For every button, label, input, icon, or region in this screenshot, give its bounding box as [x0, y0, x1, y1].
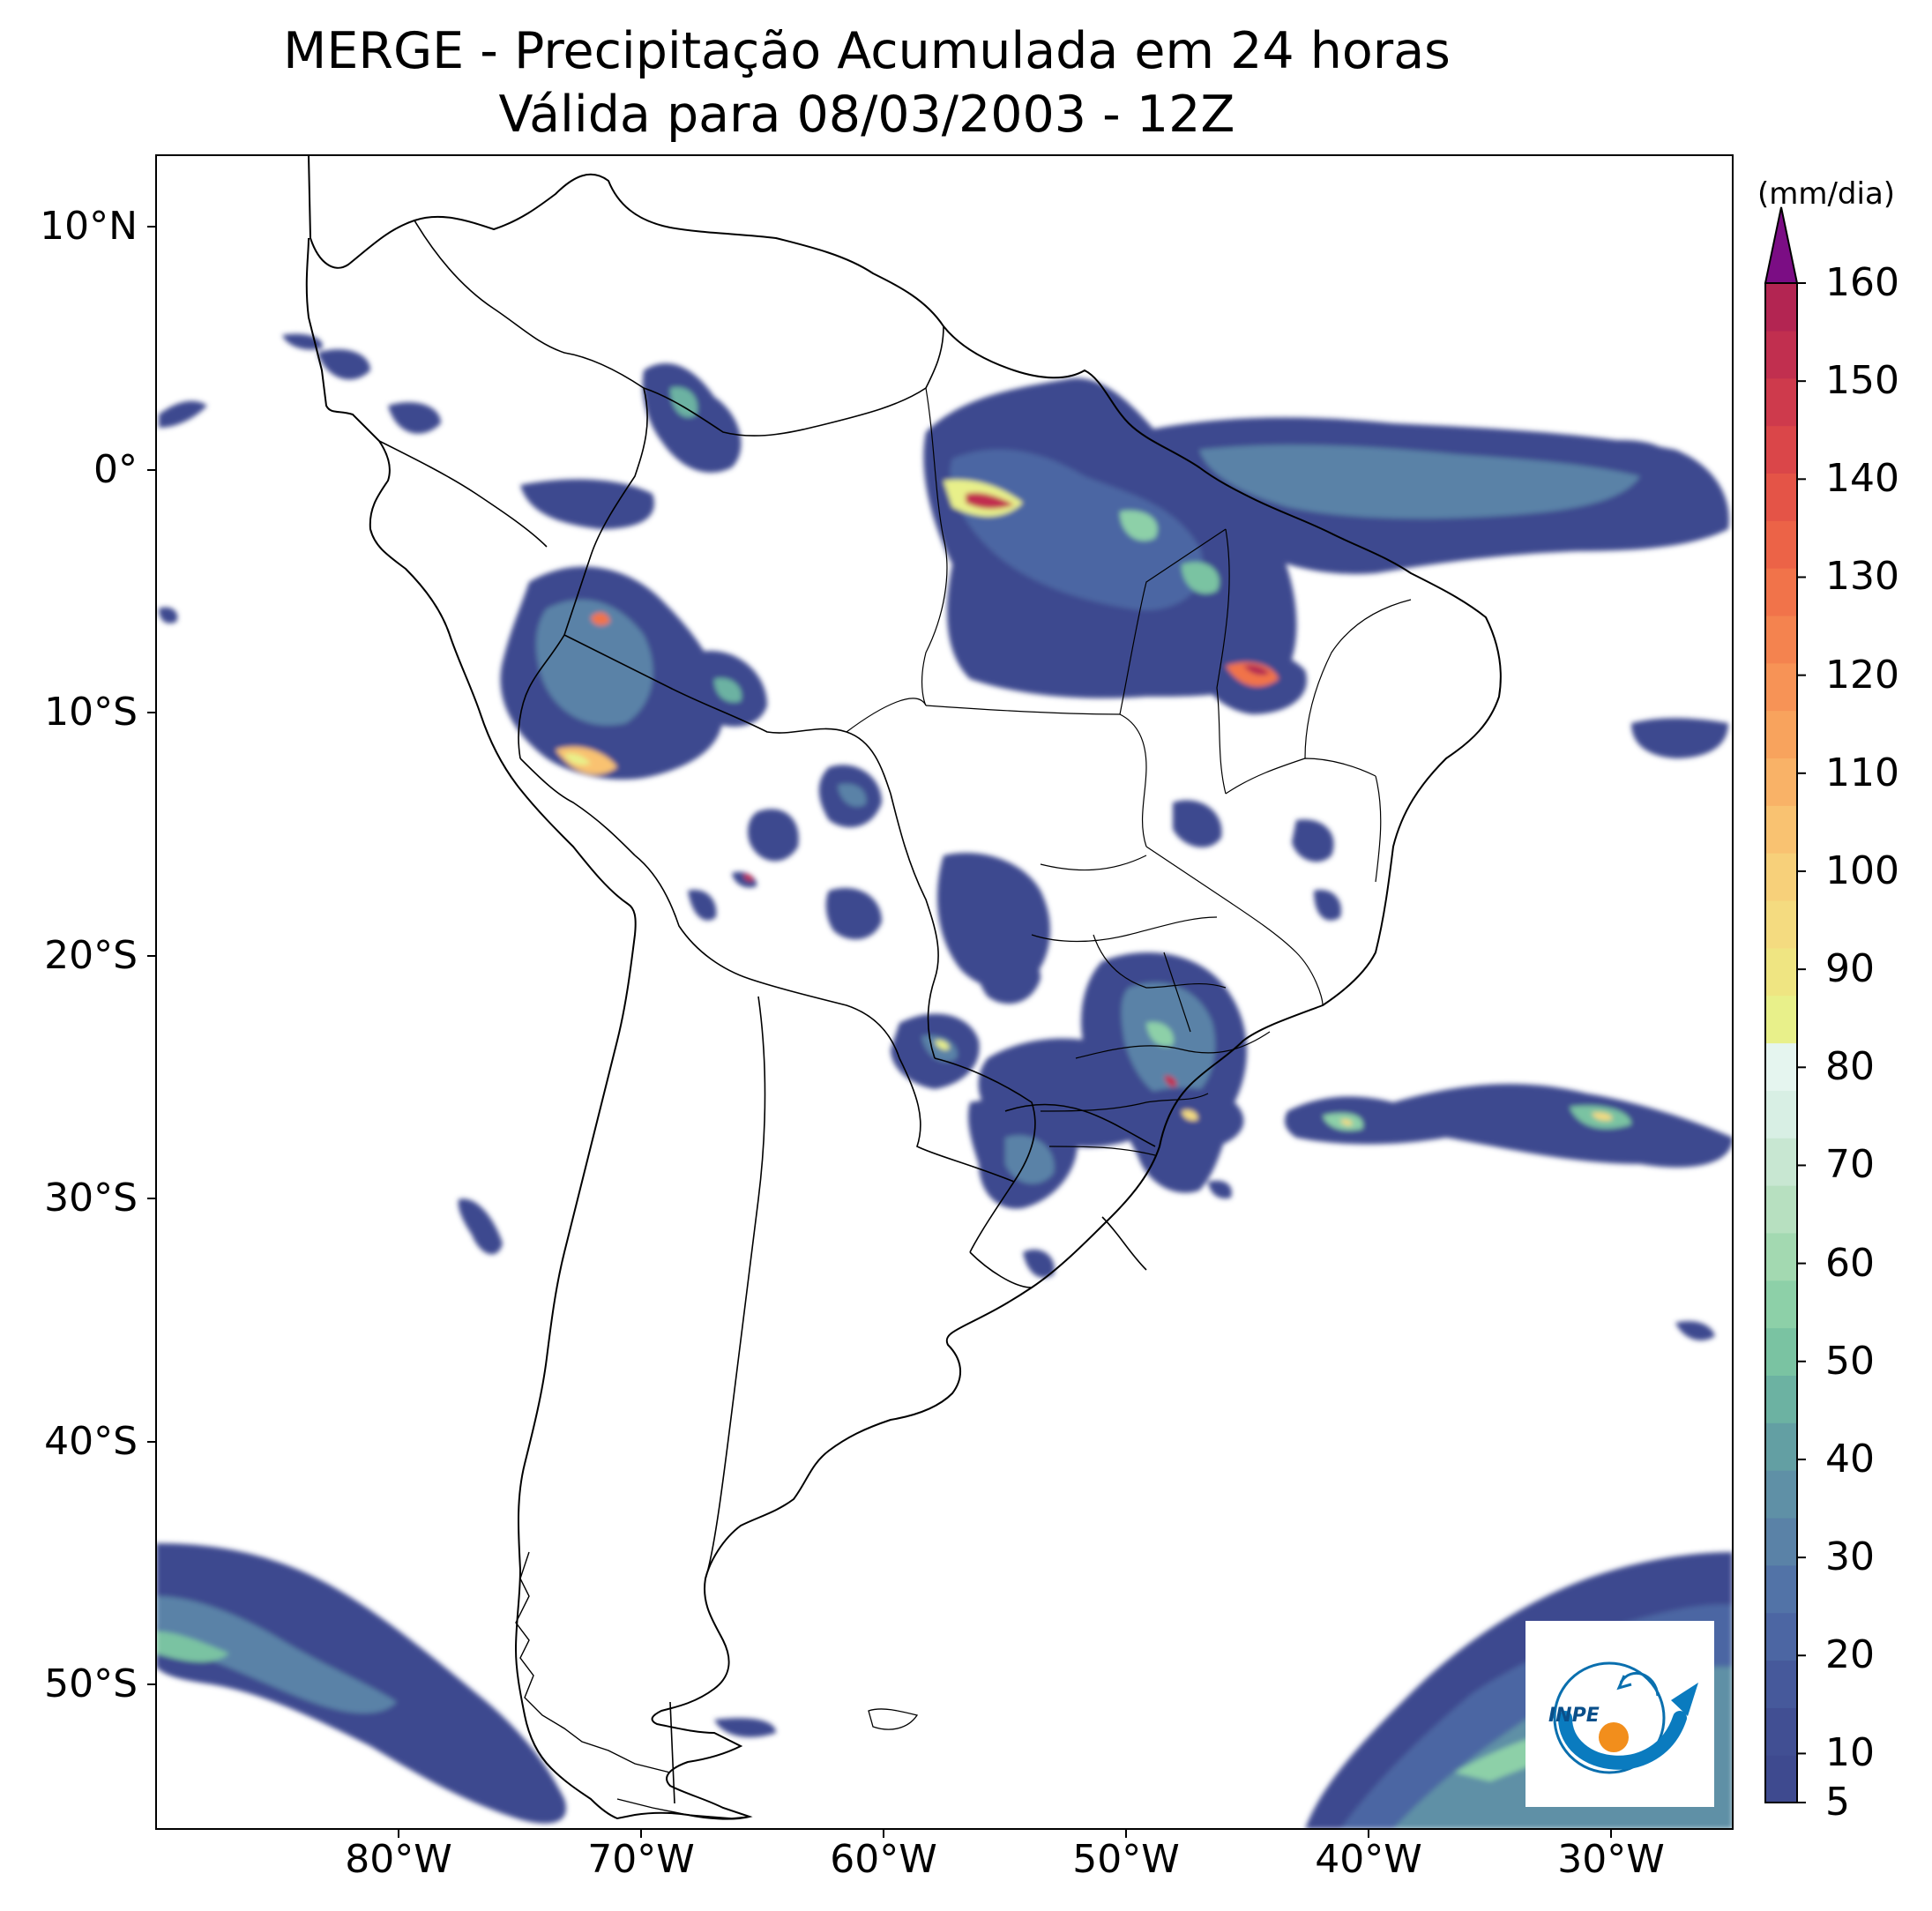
lon-tick-60W: 60°W [830, 1837, 937, 1882]
colorbar-frame [1764, 282, 1798, 1803]
axis-ticks [147, 226, 1612, 1838]
colorbar-segment [1765, 1564, 1797, 1614]
map-title-line1: MERGE - Precipitação Acumulada em 24 hor… [283, 22, 1451, 80]
colorbar-segment [1765, 710, 1797, 759]
colorbar-tick-label: 70 [1825, 1142, 1875, 1188]
colorbar-tick-label: 100 [1825, 847, 1899, 893]
lon-tick-80W: 80°W [345, 1837, 452, 1882]
colorbar-segment [1765, 1375, 1797, 1423]
colorbar-segment [1765, 1042, 1797, 1091]
tierra-del-fuego [616, 1798, 750, 1819]
chile-archipelago [515, 1551, 671, 1773]
colorbar-tick-label: 5 [1825, 1780, 1850, 1825]
colorbar-tick-label: 130 [1825, 554, 1899, 600]
colorbar-segment [1765, 947, 1797, 997]
colorbar-unit: (mm/dia) [1757, 176, 1896, 212]
colorbar-extend-arrow [1764, 206, 1799, 284]
colorbar-tick-label: 150 [1825, 358, 1899, 404]
colorbar-tick-label: 140 [1825, 456, 1899, 502]
precipitation-colorbar [1764, 206, 1806, 1803]
colorbar-segment [1765, 1185, 1797, 1234]
colorbar-segment [1765, 900, 1797, 949]
colorbar-segment [1765, 1755, 1797, 1803]
lon-tick-40W: 40°W [1315, 1837, 1422, 1882]
colorbar-segment [1765, 1138, 1797, 1186]
lon-tick-70W: 70°W [587, 1837, 695, 1882]
inpe-logo: INPE [1525, 1621, 1714, 1807]
map-title-line2: Válida para 08/03/2003 - 12Z [498, 86, 1235, 144]
map-frame [155, 154, 1734, 1830]
colorbar-tick-label: 40 [1825, 1436, 1875, 1482]
lat-tick-30S: 30°S [44, 1176, 138, 1221]
colorbar-segment [1765, 1327, 1797, 1377]
lat-tick-50S: 50°S [44, 1661, 138, 1706]
colorbar-segment [1765, 1422, 1797, 1471]
colorbar-tick-label: 110 [1825, 750, 1899, 795]
colorbar-segment [1765, 520, 1797, 569]
colorbar-segment [1765, 853, 1797, 901]
colorbar-segment [1765, 1232, 1797, 1281]
falkland-islands [868, 1708, 919, 1730]
colorbar-segment [1765, 615, 1797, 664]
colorbar-segment [1765, 425, 1797, 474]
colorbar-tick-label: 10 [1825, 1730, 1875, 1776]
colorbar-segment [1765, 805, 1797, 854]
colorbar-tick-label: 60 [1825, 1240, 1875, 1286]
lon-tick-50W: 50°W [1072, 1837, 1180, 1882]
colorbar-tick-label: 160 [1825, 260, 1899, 305]
colorbar-segment [1765, 330, 1797, 379]
south-america-coastline [305, 155, 1502, 1820]
lon-tick-30W: 30°W [1557, 1837, 1665, 1882]
colorbar-tick-label: 20 [1825, 1632, 1875, 1678]
colorbar-segment [1765, 1707, 1797, 1756]
colorbar-segment [1765, 1612, 1797, 1661]
colorbar-tick-label: 120 [1825, 652, 1899, 698]
colorbar-segment [1765, 283, 1797, 332]
colorbar-segment [1765, 568, 1797, 616]
brazil-state-borders [846, 387, 1412, 1156]
colorbar-segment [1765, 1470, 1797, 1519]
lat-tick-10N: 10°N [40, 204, 138, 249]
colorbar-segment [1765, 758, 1797, 806]
inpe-logo-icon: INPE [1548, 1661, 1698, 1774]
lat-tick-0: 0° [93, 447, 138, 492]
colorbar-tick-label: 30 [1825, 1534, 1875, 1580]
colorbar-segment [1765, 1517, 1797, 1566]
colorbar-segment [1765, 995, 1797, 1044]
colorbar-tick-label: 90 [1825, 946, 1875, 992]
colorbar-segment [1765, 1280, 1797, 1329]
colorbar-segment [1765, 1090, 1797, 1138]
colorbar-segment [1765, 473, 1797, 521]
country-borders [378, 220, 1156, 1804]
colorbar-tick-label: 50 [1825, 1338, 1875, 1384]
colorbar-segment [1765, 377, 1797, 427]
lat-tick-10S: 10°S [44, 690, 138, 735]
lat-tick-40S: 40°S [44, 1419, 138, 1464]
colorbar-tick-label: 80 [1825, 1044, 1875, 1090]
lat-tick-20S: 20°S [44, 933, 138, 978]
colorbar-segment [1765, 662, 1797, 712]
inpe-logo-text: INPE [1548, 1705, 1600, 1727]
colorbar-segment [1765, 1660, 1797, 1708]
